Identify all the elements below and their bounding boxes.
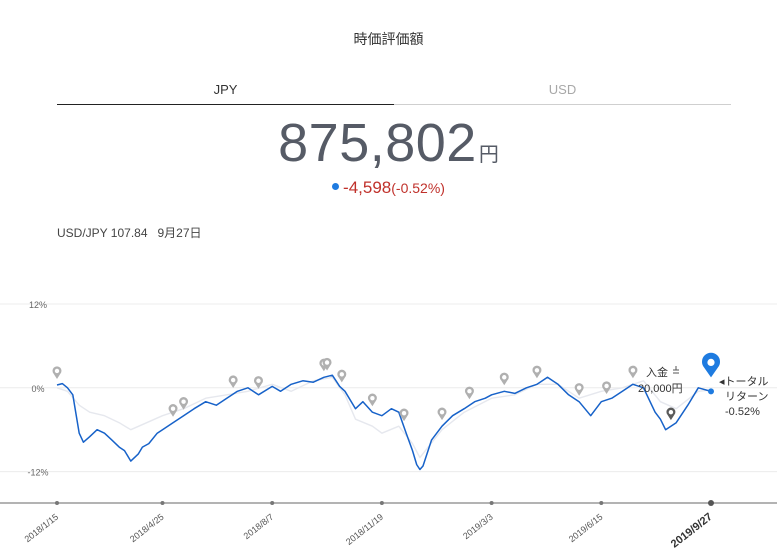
event-marker-icon: [628, 365, 638, 379]
event-marker-icon: [602, 381, 612, 394]
pin-hole: [370, 396, 375, 401]
change-display: -4,598(-0.52%): [0, 178, 777, 198]
event-marker-icon: [228, 375, 238, 389]
event-marker-icon: [168, 404, 178, 417]
event-marker-icon: [322, 357, 332, 371]
event-marker-icon: [179, 397, 189, 410]
event-marker-icon: [337, 369, 347, 383]
change-amount: -4,598: [343, 178, 392, 197]
pin-hole: [534, 368, 540, 373]
page-title: 時価評価額: [353, 32, 424, 48]
x-tick-label: 2019/6/15: [567, 512, 605, 545]
deposit-amount: 20,000円: [638, 383, 683, 395]
change-dot-icon: [332, 183, 340, 190]
x-tick-dot: [599, 501, 604, 505]
x-tick-dot: [160, 501, 165, 505]
tab-usd[interactable]: USD: [548, 82, 577, 97]
tab-jpy-underline: [57, 104, 394, 105]
pin-hole: [604, 383, 609, 389]
event-marker-icon: [437, 407, 447, 421]
valuation-amount: 875,802: [278, 113, 477, 173]
pin-hole: [668, 409, 674, 415]
y-tick-label: 0%: [31, 384, 44, 394]
event-marker-icon: [399, 408, 409, 422]
x-tick-label: 2018/1/15: [23, 512, 61, 545]
pin-hole: [339, 372, 345, 377]
pin-hole: [170, 406, 176, 411]
x-tick-dot: [270, 501, 275, 505]
x-tick-dot: [489, 501, 494, 505]
event-marker-icon: [367, 393, 377, 407]
valuation-unit: 円: [478, 144, 499, 166]
pin-hole: [230, 377, 236, 383]
pin-hole: [502, 375, 507, 380]
tab-jpy[interactable]: JPY: [213, 82, 238, 97]
fx-rate: USD/JPY 107.84 9月27日: [57, 224, 202, 241]
pin-hole: [439, 409, 445, 415]
valuation-display: 875,802 円: [0, 112, 777, 174]
y-tick-label: -12%: [27, 468, 48, 478]
current-location-hole: [707, 358, 715, 367]
deposit-icon: [673, 366, 679, 374]
event-marker-icon: [499, 372, 509, 386]
total-return-label-2: リターン: [725, 390, 768, 403]
pin-hole: [576, 385, 582, 390]
event-marker-icon: [464, 386, 474, 400]
fx-pair: USD/JPY 107.84: [57, 226, 148, 240]
y-tick-label: 12%: [29, 300, 47, 310]
event-marker-icon: [574, 383, 584, 396]
event-marker-dark-icon: [666, 407, 676, 421]
event-marker-icon: [253, 376, 263, 389]
x-tick-dot: [708, 500, 714, 506]
x-tick-label: 2019/9/27: [669, 511, 715, 551]
comparison-line: [56, 376, 712, 459]
pin-hole: [630, 368, 636, 373]
deposit-label: 入金: [646, 365, 668, 379]
x-tick-dot: [55, 501, 59, 505]
total-return-value: -0.52%: [725, 406, 760, 418]
current-point-dot: [708, 388, 714, 395]
tab-usd-underline: [394, 104, 731, 105]
x-tick-dot: [379, 501, 384, 505]
fx-date: 9月27日: [157, 226, 202, 240]
x-tick-label: 2018/8/7: [242, 512, 276, 541]
pin-hole: [467, 389, 472, 394]
total-return-label: ◂トータル: [719, 375, 769, 388]
x-tick-label: 2019/3/3: [461, 512, 495, 541]
x-tick-label: 2018/11/19: [344, 512, 385, 547]
pin-hole: [181, 399, 186, 404]
change-percent: (-0.52%): [391, 180, 445, 196]
pin-hole: [401, 410, 407, 416]
pin-hole: [324, 360, 330, 365]
pin-hole: [256, 378, 261, 383]
event-marker-icon: [52, 366, 62, 379]
portfolio-line: [56, 374, 712, 471]
pin-hole: [54, 368, 60, 374]
x-tick-label: 2018/4/25: [128, 512, 166, 545]
event-marker-icon: [532, 365, 542, 379]
